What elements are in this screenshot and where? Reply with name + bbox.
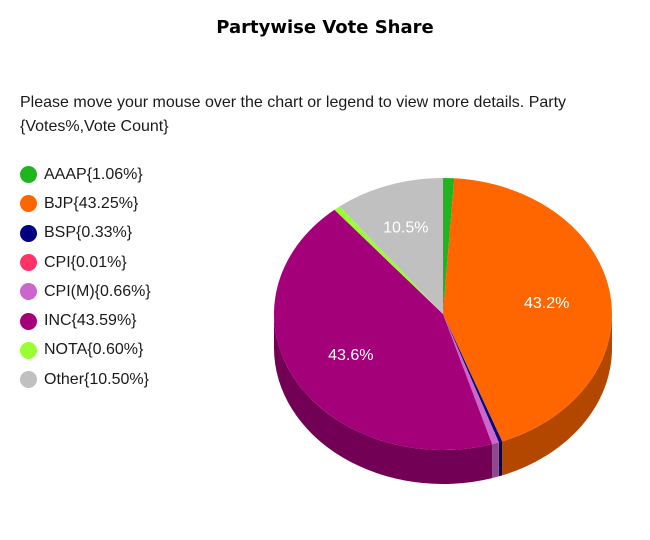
legend-item-cpi[interactable]: CPI{0.01%}: [20, 248, 151, 277]
legend-swatch: [20, 283, 37, 301]
pie-slice-bjp[interactable]: [443, 178, 612, 442]
legend-label: BJP{43.25%}: [44, 194, 139, 212]
legend-item-aaap[interactable]: AAAP{1.06%}: [20, 160, 151, 189]
legend-swatch: [20, 195, 37, 213]
pie-side-cpi-m: [492, 442, 499, 479]
legend-swatch: [20, 254, 37, 272]
pie-slice-other[interactable]: [339, 178, 443, 314]
legend-label: BSP{0.33%}: [44, 224, 133, 242]
pie-slice-aaap[interactable]: [443, 178, 455, 314]
pie-slice-nota[interactable]: [334, 206, 443, 314]
pie-side-walls: [273, 314, 612, 485]
pie-slice-cpi-m[interactable]: [443, 314, 499, 445]
pie-data-label: 43.6%: [328, 347, 373, 364]
legend-item-other[interactable]: Other{10.50%}: [20, 365, 151, 394]
legend-swatch: [20, 224, 37, 242]
pie-slice-cpi[interactable]: [443, 314, 499, 443]
pie-side-inc: [273, 314, 493, 485]
legend-item-bsp[interactable]: BSP{0.33%}: [20, 219, 151, 248]
legend-label: CPI{0.01%}: [44, 253, 127, 271]
legend-item-cpi-m[interactable]: CPI(M){0.66%}: [20, 277, 151, 306]
legend-label: AAAP{1.06%}: [44, 165, 143, 183]
legend-swatch: [20, 371, 37, 389]
pie-slice-bsp[interactable]: [443, 314, 503, 443]
chart-instructions: Please move your mouse over the chart or…: [20, 94, 567, 135]
legend-item-bjp[interactable]: BJP{43.25%}: [20, 189, 151, 218]
legend-swatch: [20, 341, 37, 359]
legend-swatch: [20, 312, 37, 330]
pie-data-label: 43.2%: [524, 295, 569, 312]
legend-label: Other{10.50%}: [44, 370, 149, 388]
legend-label: INC{43.59%}: [44, 312, 137, 330]
pie-side-bsp: [498, 441, 503, 477]
chart-title: Partywise Vote Share: [216, 17, 434, 38]
legend-swatch: [20, 166, 37, 184]
pie-slice-inc[interactable]: [273, 209, 493, 451]
legend-label: CPI(M){0.66%}: [44, 282, 151, 300]
legend-item-nota[interactable]: NOTA{0.60%}: [20, 336, 151, 365]
chart-legend: AAAP{1.06%} BJP{43.25%} BSP{0.33%} CPI{0.01…: [20, 160, 151, 394]
legend-item-inc[interactable]: INC{43.59%}: [20, 306, 151, 335]
pie-data-label: 10.5%: [383, 220, 428, 237]
pie-side-bjp: [502, 314, 612, 476]
legend-label: NOTA{0.60%}: [44, 341, 144, 359]
